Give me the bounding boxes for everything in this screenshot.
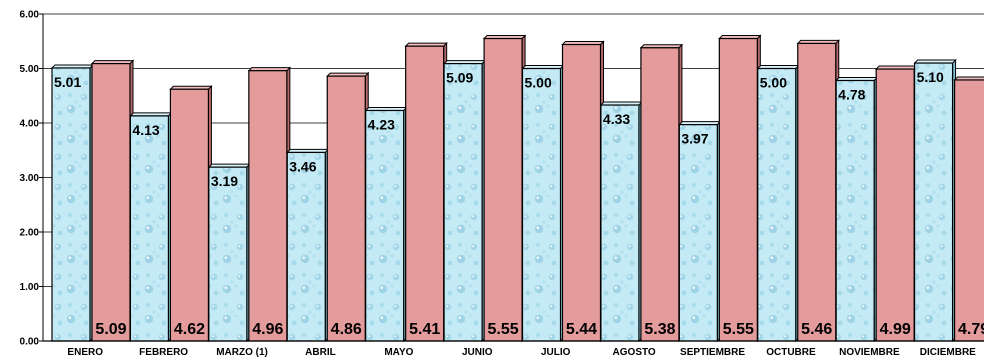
bar-series-2 bbox=[326, 75, 366, 342]
data-label-series-1: 5.00 bbox=[760, 75, 787, 91]
y-axis-ticks: 0.00 1.00 2.00 3.00 4.00 5.00 6.00 bbox=[20, 10, 40, 348]
bar-series-2 bbox=[640, 47, 680, 342]
x-tick-label: NOVIEMBRE bbox=[839, 347, 900, 358]
data-label-series-1: 3.46 bbox=[289, 158, 316, 174]
data-label-series-1: 5.01 bbox=[54, 74, 81, 90]
bar-series-2 bbox=[718, 37, 758, 342]
bar-series-1 bbox=[521, 67, 562, 342]
x-axis-ticks: ENERO FEBRERO MARZO (1) ABRIL MAYO JUNIO JULIO… bbox=[67, 347, 976, 358]
data-label-series-1: 4.13 bbox=[132, 122, 159, 138]
y-tick-label: 0.00 bbox=[20, 337, 40, 348]
bar-series-2 bbox=[248, 70, 288, 342]
x-tick-label: ENERO bbox=[67, 347, 103, 358]
bar-series-1 bbox=[129, 115, 170, 342]
data-label-series-2: 4.96 bbox=[252, 321, 283, 338]
bar-series-2 bbox=[169, 88, 210, 342]
x-tick-label: JULIO bbox=[541, 347, 571, 358]
y-tick-label: 1.00 bbox=[20, 282, 40, 293]
data-label-series-1: 3.97 bbox=[681, 131, 708, 147]
x-tick-label: SEPTIEMBRE bbox=[680, 347, 745, 358]
y-tick-label: 2.00 bbox=[20, 228, 40, 239]
bar-series-1 bbox=[286, 151, 326, 342]
data-label-series-2: 5.55 bbox=[488, 321, 519, 338]
bar-series-2 bbox=[797, 42, 837, 342]
data-label-series-2: 5.41 bbox=[409, 321, 440, 338]
x-tick-label: ABRIL bbox=[305, 347, 336, 358]
bar-series-1 bbox=[365, 109, 405, 342]
data-label-series-2: 5.46 bbox=[801, 321, 832, 338]
bar-series-2 bbox=[405, 45, 445, 342]
data-label-series-2: 4.79 bbox=[958, 321, 984, 338]
bar-series-2 bbox=[561, 43, 602, 342]
bar-series-1 bbox=[51, 67, 91, 342]
data-label-series-2: 4.99 bbox=[880, 321, 911, 338]
bar-series-2 bbox=[953, 79, 984, 342]
data-label-series-1: 4.33 bbox=[603, 111, 630, 127]
bar-series-1 bbox=[913, 62, 954, 342]
bar-series-1 bbox=[443, 62, 483, 342]
data-label-series-1: 5.00 bbox=[525, 75, 552, 91]
data-label-series-1: 3.19 bbox=[211, 173, 238, 189]
data-label-series-2: 4.62 bbox=[174, 321, 205, 338]
data-label-series-1: 4.78 bbox=[838, 86, 865, 102]
data-label-series-2: 5.09 bbox=[95, 321, 126, 338]
x-tick-label: MARZO (1) bbox=[216, 347, 268, 358]
bar-series-1 bbox=[600, 104, 640, 342]
y-tick-label: 4.00 bbox=[20, 119, 40, 130]
x-tick-label: MAYO bbox=[384, 347, 413, 358]
x-tick-label: OCTUBRE bbox=[766, 347, 816, 358]
data-label-series-1: 4.23 bbox=[368, 116, 395, 132]
data-label-series-1: 5.10 bbox=[917, 69, 944, 85]
bar-series-2 bbox=[91, 62, 131, 342]
data-label-series-2: 5.44 bbox=[566, 321, 597, 338]
data-label-series-2: 5.38 bbox=[644, 321, 675, 338]
data-label-series-2: 5.55 bbox=[723, 321, 754, 338]
y-tick-label: 5.00 bbox=[20, 64, 40, 75]
data-label-series-1: 5.09 bbox=[446, 70, 473, 86]
bar-series-1 bbox=[835, 79, 875, 342]
data-labels: 5.01 5.09 4.13 4.62 3.19 4.96 3.46 4.86 4.23 5.41… bbox=[54, 69, 984, 338]
data-label-series-2: 4.86 bbox=[331, 321, 362, 338]
x-tick-label: DICIEMBRE bbox=[920, 347, 976, 358]
bar-series-1 bbox=[678, 124, 718, 342]
x-tick-label: JUNIO bbox=[462, 347, 493, 358]
y-tick-label: 6.00 bbox=[20, 10, 40, 21]
bar-series-2 bbox=[875, 68, 915, 342]
x-tick-label: FEBRERO bbox=[139, 347, 188, 358]
bar-series-2 bbox=[483, 37, 523, 342]
bar-series-1 bbox=[208, 166, 248, 342]
x-tick-label: AGOSTO bbox=[613, 347, 656, 358]
bars bbox=[50, 34, 984, 343]
axes bbox=[39, 13, 984, 342]
bar-series-1 bbox=[757, 67, 797, 342]
y-tick-label: 3.00 bbox=[20, 173, 40, 184]
